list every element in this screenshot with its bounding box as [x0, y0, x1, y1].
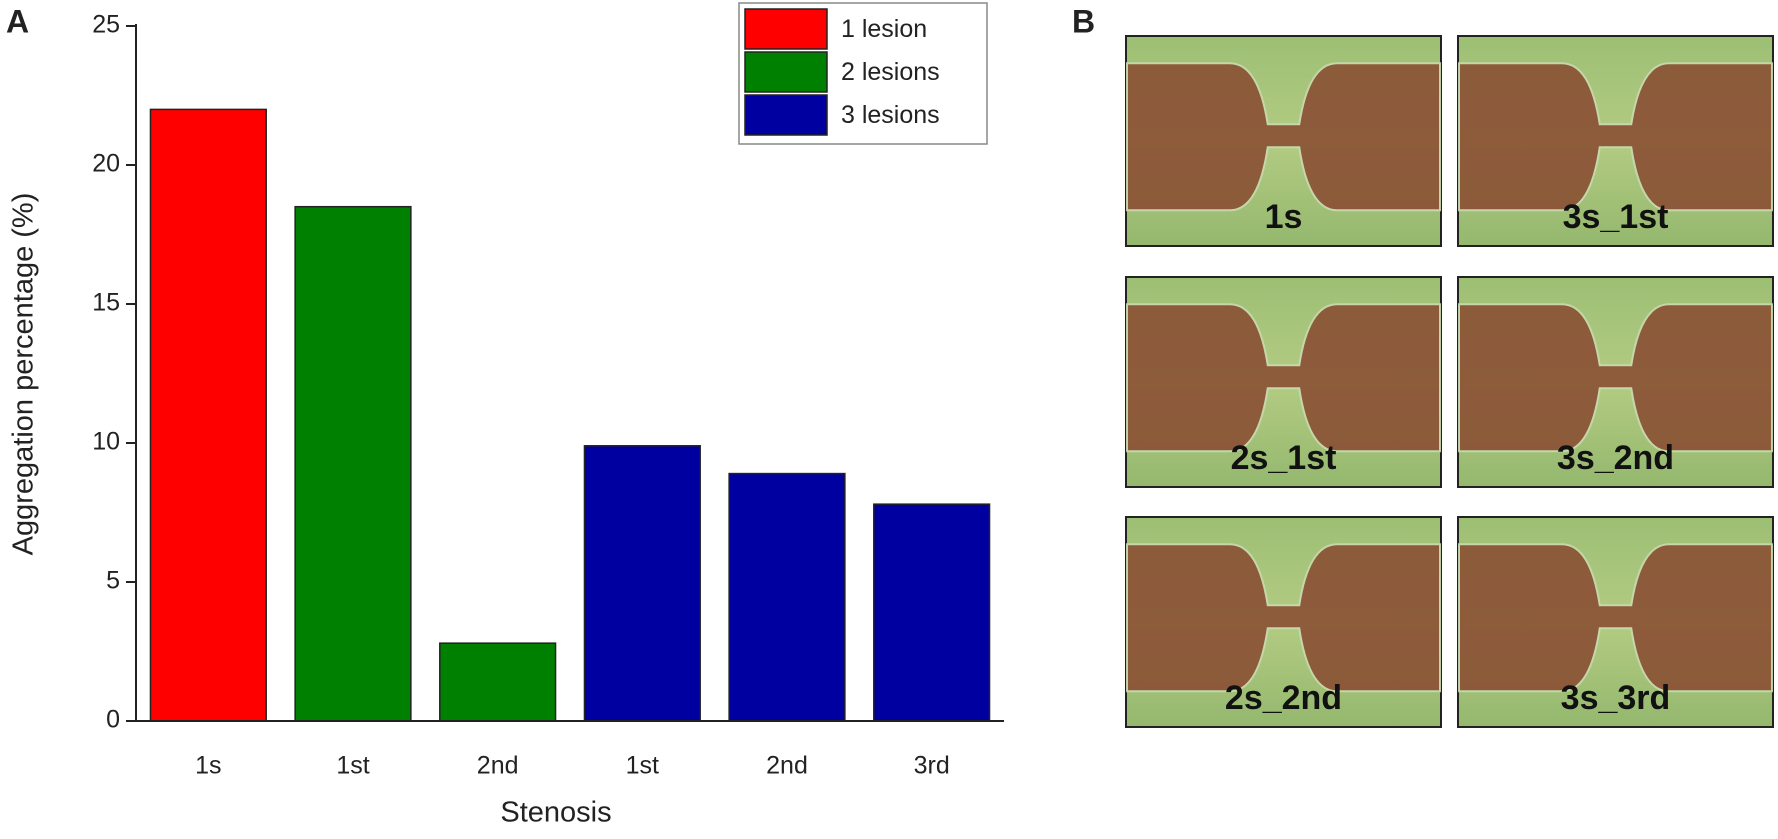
- y-tick-label: 5: [106, 567, 120, 595]
- bar: [728, 472, 846, 722]
- legend-swatch: [744, 94, 828, 136]
- x-tick-label: 1s: [195, 752, 221, 780]
- x-axis-label: Stenosis: [500, 797, 611, 829]
- y-tick-label: 10: [92, 428, 120, 456]
- micrograph: 2s_1st: [1125, 276, 1442, 488]
- x-tick-label: 1st: [626, 752, 659, 780]
- legend-swatch: [744, 51, 828, 93]
- y-tick-label: 20: [92, 150, 120, 178]
- x-tick-label: 1st: [336, 752, 369, 780]
- micrograph-label: 3s_1st: [1563, 198, 1669, 236]
- micrograph: 3s_1st: [1457, 35, 1774, 247]
- y-tick-label: 15: [92, 289, 120, 317]
- blood-channel: [1458, 543, 1773, 693]
- bar: [873, 503, 991, 722]
- x-tick-label: 3rd: [914, 752, 950, 780]
- micrograph: 3s_3rd: [1457, 516, 1774, 728]
- blood-channel: [1126, 62, 1441, 212]
- y-axis-label: Aggregation percentage (%): [8, 193, 40, 556]
- y-tick-label: 0: [106, 706, 120, 734]
- micrograph: 3s_2nd: [1457, 276, 1774, 488]
- panel-label: B: [1072, 3, 1095, 39]
- bar: [583, 445, 701, 722]
- micrograph-label: 2s_1st: [1231, 439, 1337, 477]
- micrograph-label: 3s_3rd: [1561, 679, 1671, 717]
- bar: [294, 205, 412, 722]
- legend-swatch: [744, 8, 828, 50]
- bar: [149, 108, 267, 722]
- y-tick-label: 25: [92, 11, 120, 39]
- bar: [439, 642, 557, 722]
- blood-channel: [1126, 303, 1441, 453]
- panel-label: A: [6, 3, 29, 39]
- micrograph: 2s_2nd: [1125, 516, 1442, 728]
- legend-label: 1 lesion: [841, 15, 927, 43]
- blood-channel: [1458, 62, 1773, 212]
- legend-label: 3 lesions: [841, 101, 940, 129]
- x-tick-label: 2nd: [477, 752, 519, 780]
- micrograph-label: 2s_2nd: [1225, 679, 1342, 717]
- micrograph-label: 3s_2nd: [1557, 439, 1674, 477]
- micrograph: 1s: [1125, 35, 1442, 247]
- legend-label: 2 lesions: [841, 58, 940, 86]
- x-tick-label: 2nd: [766, 752, 808, 780]
- blood-channel: [1126, 543, 1441, 693]
- blood-channel: [1458, 303, 1773, 453]
- micrograph-label: 1s: [1265, 198, 1303, 236]
